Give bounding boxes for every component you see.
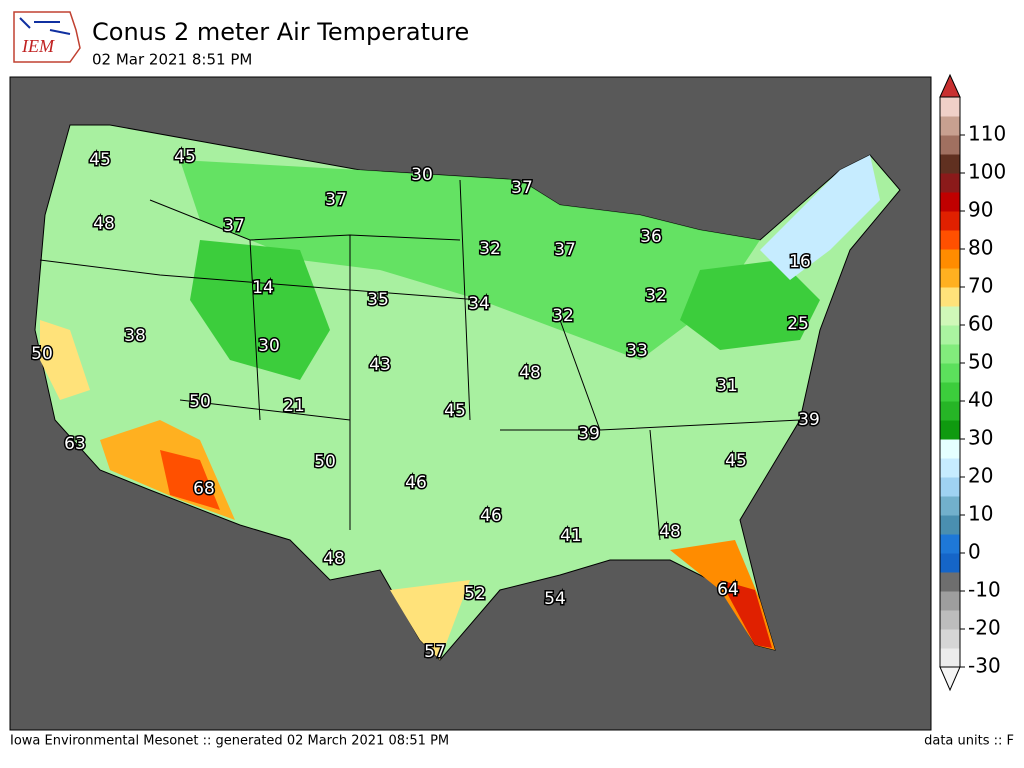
colorbar-bin	[940, 572, 960, 592]
station-value: 37	[325, 190, 347, 210]
colorbar-bin	[940, 610, 960, 630]
station-value: 52	[464, 584, 486, 604]
colorbar-tick-label: 30	[968, 426, 993, 450]
colorbar-tick-label: 10	[968, 502, 993, 526]
station-value: 31	[716, 376, 738, 396]
colorbar-bin	[940, 249, 960, 269]
footer-left: Iowa Environmental Mesonet :: generated …	[10, 734, 449, 749]
station-value: 34	[468, 294, 490, 314]
station-value: 14	[252, 278, 274, 298]
station-value: 41	[560, 526, 582, 546]
colorbar-tick-label: 80	[968, 236, 993, 260]
colorbar-bin	[940, 515, 960, 535]
colorbar-bin	[940, 135, 960, 155]
station-value: 48	[659, 522, 681, 542]
colorbar-bin	[940, 116, 960, 136]
footer-right: data units :: F	[924, 734, 1014, 749]
station-value: 36	[640, 227, 662, 247]
colorbar-bin	[940, 648, 960, 668]
station-labels: 45 45 30 37 37 48 37 36 32 37 16 14 35 34 32 32 25 38 50 30…	[30, 146, 822, 664]
colorbar-bin	[940, 154, 960, 174]
colorbar-bin	[940, 192, 960, 212]
colorbar-bin	[940, 553, 960, 573]
colorbar-bin	[940, 477, 960, 497]
station-value: 48	[93, 214, 115, 234]
colorbar-tick-label: 70	[968, 274, 993, 298]
station-value: 48	[323, 549, 345, 569]
logo-text: IEM	[21, 36, 55, 56]
station-value: 68	[193, 479, 215, 499]
station-value: 54	[544, 589, 566, 609]
colorbar-tick-label: 40	[968, 388, 993, 412]
station-value: 37	[554, 240, 576, 260]
colorbar-bin	[940, 458, 960, 478]
colorbar-bin	[940, 173, 960, 193]
station-value: 50	[314, 452, 336, 472]
station-value: 43	[369, 355, 391, 375]
station-value: 32	[645, 286, 667, 306]
station-value: 33	[626, 341, 648, 361]
colorbar-tick-label: 60	[968, 312, 993, 336]
colorbar-bin	[940, 287, 960, 307]
colorbar-tick-label: 0	[968, 540, 981, 564]
title: Conus 2 meter Air Temperature	[92, 18, 469, 46]
station-value: 39	[578, 424, 600, 444]
colorbar: -30 -20 -10 0 10 20 30 40 50 60 70 80 90 100 110	[939, 73, 1006, 692]
colorbar-bin	[940, 344, 960, 364]
station-value: 38	[124, 326, 146, 346]
colorbar-tick-label: 110	[968, 122, 1006, 146]
logo: IEM	[13, 11, 81, 63]
colorbar-tick-label: 90	[968, 198, 993, 222]
colorbar-tick-label: 50	[968, 350, 993, 374]
colorbar-bin	[940, 591, 960, 611]
colorbar-bin	[940, 496, 960, 516]
colorbar-bin	[940, 382, 960, 402]
station-value: 35	[367, 290, 389, 310]
colorbar-bin	[940, 629, 960, 649]
colorbar-bin	[940, 420, 960, 440]
colorbar-bin	[940, 230, 960, 250]
colorbar-bin	[940, 268, 960, 288]
station-value: 30	[258, 336, 280, 356]
colorbar-tick-label: -30	[968, 654, 1001, 678]
station-value: 45	[89, 150, 111, 170]
colorbar-bin	[940, 534, 960, 554]
station-value: 39	[798, 410, 820, 430]
station-value: 46	[405, 473, 427, 493]
station-value: 16	[789, 252, 811, 272]
colorbar-tick-label: 100	[968, 160, 1006, 184]
station-value: 37	[511, 178, 533, 198]
colorbar-outline	[939, 96, 961, 668]
station-value: 21	[283, 396, 305, 416]
subtitle: 02 Mar 2021 8:51 PM	[92, 51, 252, 69]
colorbar-bin	[940, 439, 960, 459]
station-value: 32	[479, 239, 501, 259]
station-value: 46	[480, 506, 502, 526]
colorbar-bin	[940, 211, 960, 231]
colorbar-bin	[940, 325, 960, 345]
colorbar-tick-label: -20	[968, 616, 1001, 640]
station-value: 25	[787, 314, 809, 334]
station-value: 37	[223, 216, 245, 236]
station-value: 50	[189, 392, 211, 412]
colorbar-tick-label: -10	[968, 578, 1001, 602]
station-value: 30	[411, 165, 433, 185]
station-value: 48	[519, 363, 541, 383]
station-value: 64	[717, 580, 739, 600]
station-value: 45	[174, 147, 196, 167]
colorbar-bin	[940, 97, 960, 117]
colorbar-bin	[940, 363, 960, 383]
colorbar-tick-label: 20	[968, 464, 993, 488]
map-land	[34, 124, 901, 661]
station-value: 63	[64, 434, 86, 454]
colorbar-bin	[940, 401, 960, 421]
station-value: 45	[725, 451, 747, 471]
station-value: 57	[424, 642, 446, 662]
station-value: 45	[444, 401, 466, 421]
colorbar-bin	[940, 306, 960, 326]
station-value: 50	[31, 344, 53, 364]
station-value: 32	[552, 306, 574, 326]
